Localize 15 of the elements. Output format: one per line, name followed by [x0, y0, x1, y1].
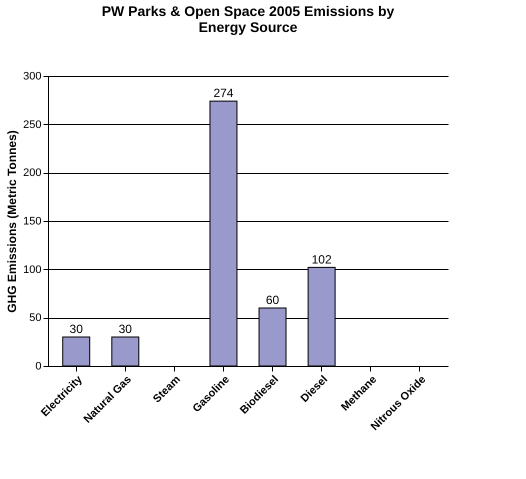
y-tick-label: 0	[35, 360, 42, 372]
y-tick-label: 150	[23, 216, 42, 228]
y-tick-label: 100	[23, 264, 42, 276]
y-axis-title: GHG Emissions (Metric Tonnes)	[5, 130, 20, 313]
y-tick-label: 50	[29, 312, 42, 324]
data-label: 30	[70, 322, 84, 336]
data-label: 102	[312, 252, 332, 266]
y-tick-label: 250	[23, 118, 42, 131]
data-label: 274	[213, 86, 234, 100]
y-tick-label: 200	[23, 167, 42, 180]
text: Energy Source	[198, 19, 298, 35]
data-label: 60	[266, 293, 280, 307]
data-label: 30	[118, 322, 132, 336]
y-tick-label: 300	[23, 70, 42, 82]
text: PW Parks & Open Space 2005 Emissions by	[102, 3, 394, 19]
